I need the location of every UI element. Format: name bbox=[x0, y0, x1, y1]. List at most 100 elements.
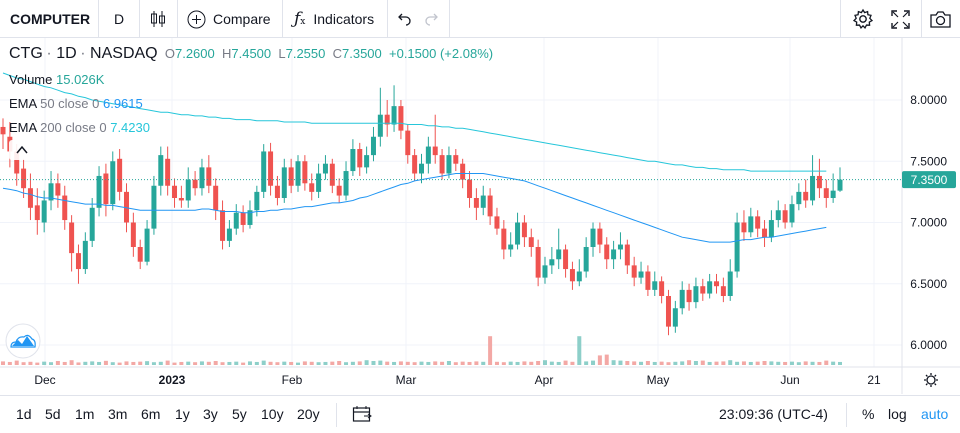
range-10y-button[interactable]: 10y bbox=[261, 406, 284, 422]
candle-body bbox=[611, 249, 617, 260]
candle-body bbox=[755, 216, 761, 229]
volume-bar bbox=[556, 361, 561, 365]
volume-bar bbox=[392, 361, 397, 365]
candle-body bbox=[645, 271, 651, 290]
go-to-date-button[interactable] bbox=[352, 405, 372, 426]
candle-body bbox=[679, 289, 685, 309]
fullscreen-icon bbox=[891, 9, 910, 29]
volume-bar bbox=[193, 362, 198, 365]
candle-body bbox=[254, 191, 260, 211]
volume-bar bbox=[584, 361, 589, 365]
screenshot-button[interactable] bbox=[930, 0, 951, 38]
fullscreen-button[interactable] bbox=[891, 0, 910, 38]
candle-body bbox=[631, 265, 637, 278]
volume-bar bbox=[275, 362, 280, 365]
volume-bar bbox=[673, 361, 678, 365]
open-value: 7.2600 bbox=[174, 46, 215, 61]
ema200-legend[interactable]: EMA 200 close 0 7.4230 bbox=[9, 120, 150, 135]
volume-bar bbox=[344, 362, 349, 365]
ema50-params: 50 close 0 bbox=[40, 96, 100, 111]
range-20y-button[interactable]: 20y bbox=[297, 406, 320, 422]
chart-style-button[interactable] bbox=[149, 0, 167, 38]
volume-bar bbox=[810, 361, 815, 365]
candle-body bbox=[96, 175, 102, 208]
volume-bar bbox=[474, 361, 479, 365]
candle-body bbox=[741, 222, 747, 233]
candle-body bbox=[446, 155, 452, 174]
range-3m-button[interactable]: 3m bbox=[108, 406, 128, 422]
log-toggle[interactable]: log bbox=[888, 406, 907, 422]
indicators-button[interactable]: ƒx Indicators bbox=[294, 0, 374, 38]
undo-button[interactable] bbox=[396, 0, 412, 38]
candle-body bbox=[556, 249, 562, 260]
candle-body bbox=[288, 167, 294, 186]
candle-body bbox=[398, 106, 404, 131]
volume-bar bbox=[90, 361, 95, 365]
chart-area[interactable]: 8.0000 7.5000 7.0000 6.5000 6.0000 Dec 2023 Fe… bbox=[0, 38, 960, 394]
redo-button[interactable] bbox=[424, 0, 440, 38]
candle-body bbox=[439, 155, 445, 174]
candle-body bbox=[220, 210, 226, 241]
volume-bar bbox=[755, 361, 760, 365]
volume-bar bbox=[783, 361, 788, 365]
volume-bar bbox=[282, 361, 287, 365]
candle-body bbox=[34, 205, 40, 221]
collapse-legend-button[interactable] bbox=[9, 140, 35, 160]
redo-icon bbox=[425, 13, 438, 26]
auto-toggle[interactable]: auto bbox=[921, 406, 949, 422]
settings-button[interactable] bbox=[852, 0, 874, 38]
volume-legend[interactable]: Volume 15.026K bbox=[9, 72, 104, 87]
range-1m-button[interactable]: 1m bbox=[75, 406, 95, 422]
range-1y-button[interactable]: 1y bbox=[175, 406, 190, 422]
candle-body bbox=[343, 171, 349, 196]
candle-body bbox=[816, 175, 822, 189]
range-3y-button[interactable]: 3y bbox=[203, 406, 218, 422]
candle-body bbox=[27, 188, 33, 208]
symbol-search-button[interactable]: COMPUTER bbox=[10, 0, 90, 38]
percent-toggle[interactable]: % bbox=[862, 406, 875, 422]
compare-button[interactable]: Compare bbox=[187, 0, 271, 38]
last-price-label: 7.3500 bbox=[902, 171, 956, 189]
candle-body bbox=[412, 155, 418, 174]
volume-bar bbox=[1, 361, 5, 365]
plus-circle-icon bbox=[187, 10, 206, 28]
low-value: 7.2550 bbox=[285, 46, 326, 61]
volume-bar bbox=[515, 361, 520, 365]
volume-bar bbox=[97, 361, 102, 365]
range-1d-button[interactable]: 1d bbox=[16, 406, 32, 422]
candle-body bbox=[707, 281, 713, 294]
volume-bar bbox=[49, 362, 54, 365]
time-axis[interactable]: Dec 2023 Feb Mar Apr May Jun 21 bbox=[34, 373, 881, 387]
gear-icon bbox=[852, 8, 874, 29]
range-6m-button[interactable]: 6m bbox=[141, 406, 161, 422]
price-axis[interactable]: 8.0000 7.5000 7.0000 6.5000 6.0000 bbox=[910, 93, 947, 352]
time-axis-settings-button[interactable] bbox=[924, 373, 938, 387]
candle-body bbox=[672, 308, 678, 327]
candle-body bbox=[329, 163, 335, 186]
interval-button[interactable]: D bbox=[114, 0, 124, 38]
candle-body bbox=[123, 191, 129, 223]
volume-bar bbox=[131, 361, 136, 365]
price-tick-label: 7.0000 bbox=[910, 216, 947, 230]
ema50-legend[interactable]: EMA 50 close 0 6.9615 bbox=[9, 96, 143, 111]
clock-timezone[interactable]: 23:09:36 (UTC-4) bbox=[719, 406, 828, 422]
range-5d-button[interactable]: 5d bbox=[45, 406, 61, 422]
volume-bar bbox=[158, 361, 163, 365]
ema200-line bbox=[2, 72, 827, 172]
volume-bar bbox=[302, 361, 307, 365]
candle-body bbox=[665, 296, 671, 327]
legend-interval: 1D bbox=[56, 45, 77, 62]
candle-body bbox=[638, 271, 644, 278]
candle-body bbox=[384, 114, 390, 125]
volume-bar bbox=[549, 361, 554, 365]
price-chart[interactable]: 8.0000 7.5000 7.0000 6.5000 6.0000 Dec 2023 Fe… bbox=[0, 38, 960, 394]
range-5y-button[interactable]: 5y bbox=[232, 406, 247, 422]
volume-bars bbox=[1, 336, 842, 365]
candle-body bbox=[48, 183, 54, 201]
legend-exchange: NASDAQ bbox=[90, 45, 158, 62]
candle-body bbox=[364, 155, 370, 168]
time-tick-label: 21 bbox=[867, 373, 881, 387]
volume-bar bbox=[309, 361, 314, 365]
undo-icon bbox=[398, 13, 411, 26]
ema200-params: 200 close 0 bbox=[40, 120, 107, 135]
